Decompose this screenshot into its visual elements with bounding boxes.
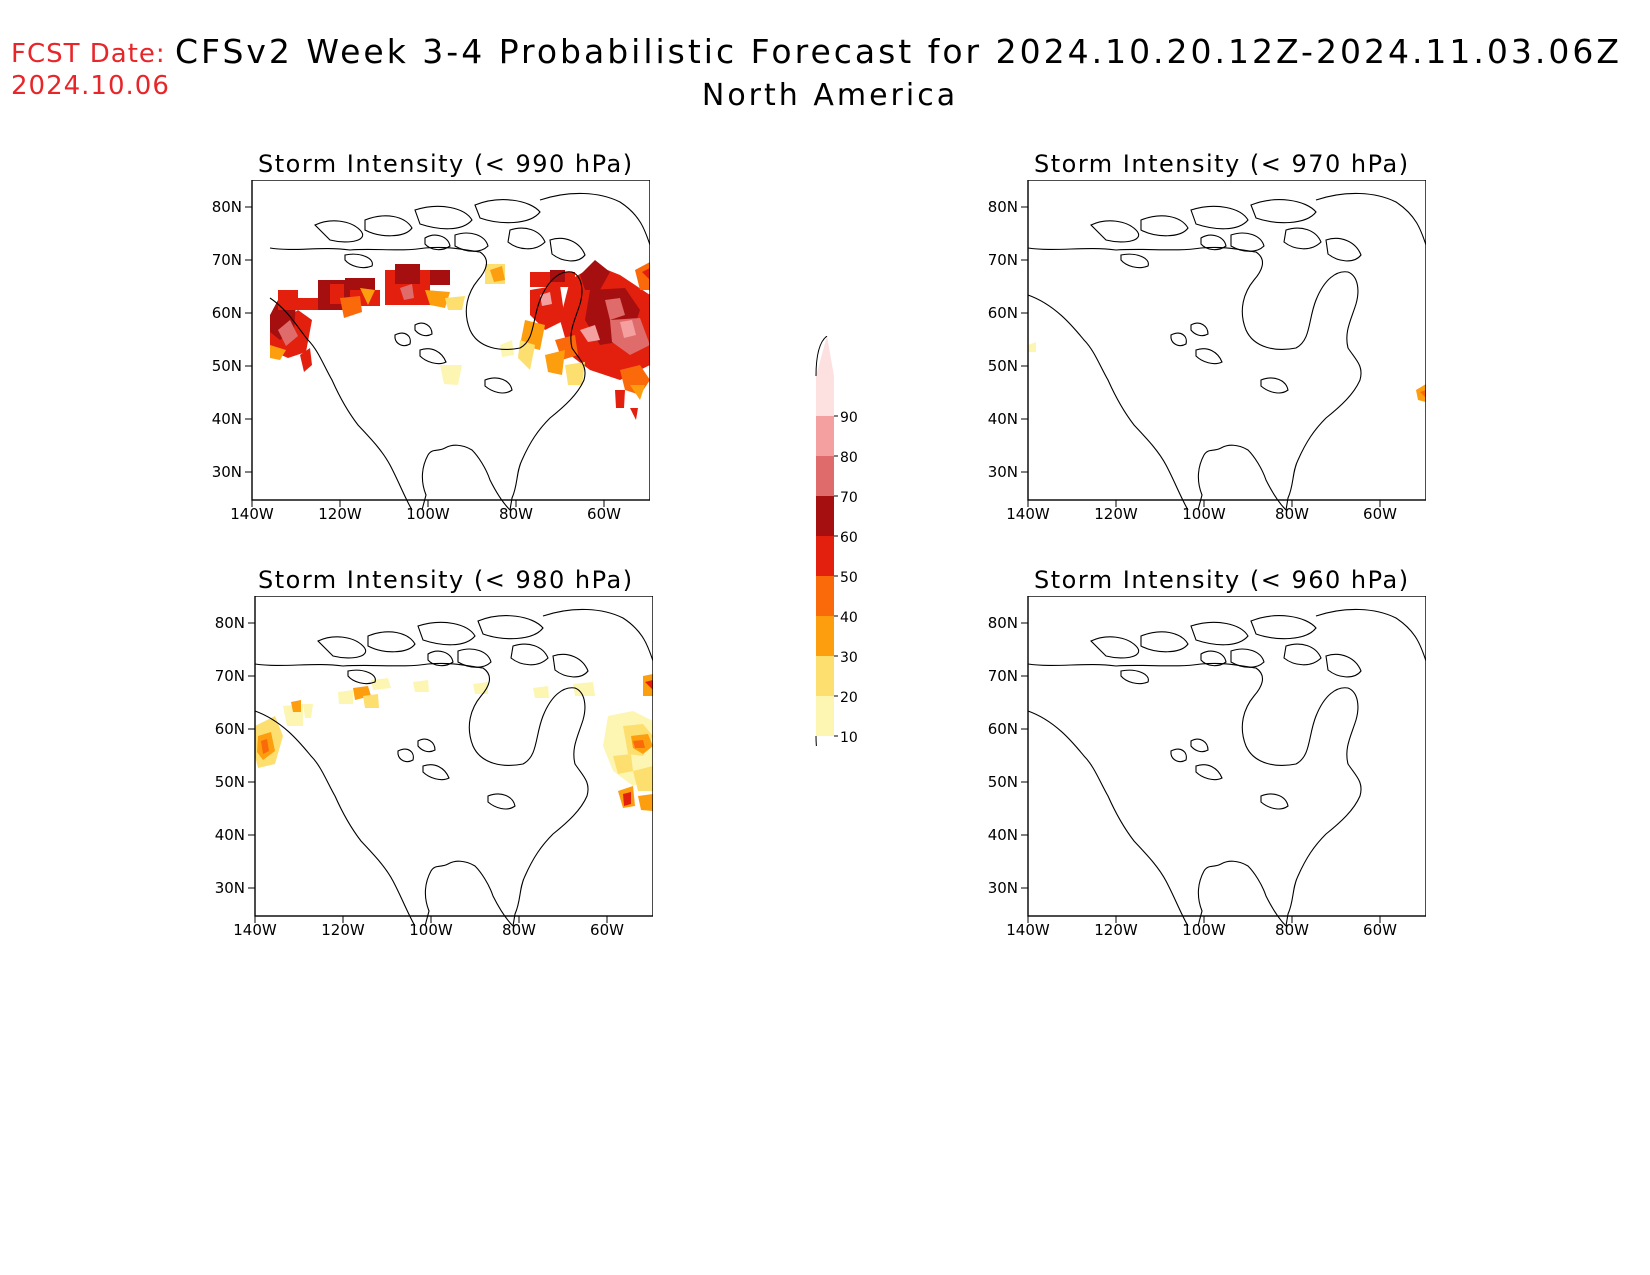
colorbar-swatch xyxy=(816,456,834,496)
map-panel-960: 80N 70N 60N 50N 40N 30N 140W 120W 100W 8… xyxy=(988,596,1426,936)
colorbar-level-label: 30 xyxy=(840,650,858,666)
colorbar-swatch xyxy=(816,496,834,536)
lon-label: 120W xyxy=(1094,505,1138,520)
lon-axis-970: 140W 120W 100W 80W 60W xyxy=(1006,500,1397,520)
lat-label: 40N xyxy=(988,410,1018,428)
lon-axis-990: 140W 120W 100W 80W 60W xyxy=(230,500,621,520)
lat-label: 30N xyxy=(215,879,245,897)
lon-label: 100W xyxy=(1182,505,1226,520)
lon-axis-980: 140W 120W 100W 80W 60W xyxy=(233,916,624,936)
lat-label: 60N xyxy=(215,720,245,738)
lat-label: 80N xyxy=(988,198,1018,216)
lat-label: 70N xyxy=(212,251,242,269)
coastline-990 xyxy=(269,192,650,512)
lat-label: 70N xyxy=(988,251,1018,269)
map-panel-990: 80N 70N 60N 50N 40N 30N 140W 120W 100W 8… xyxy=(212,180,650,520)
lon-label: 100W xyxy=(409,921,453,936)
map-border-960 xyxy=(1027,596,1426,917)
lat-axis-960: 80N 70N 60N 50N 40N 30N xyxy=(988,614,1028,897)
panel-title-990: Storm Intensity (< 990 hPa) xyxy=(258,150,634,178)
lat-label: 50N xyxy=(988,773,1018,791)
probability-shading-990 xyxy=(270,260,650,420)
colorbar-swatches xyxy=(815,336,834,746)
map-border-980 xyxy=(254,596,653,917)
lon-label: 60W xyxy=(590,921,624,936)
colorbar-level-label: 80 xyxy=(840,450,858,466)
lat-label: 50N xyxy=(212,357,242,375)
lat-label: 40N xyxy=(215,826,245,844)
lon-label: 120W xyxy=(318,505,362,520)
lon-label: 120W xyxy=(1094,921,1138,936)
lat-label: 60N xyxy=(212,304,242,322)
colorbar-level-label: 60 xyxy=(840,530,858,546)
lat-label: 70N xyxy=(215,667,245,685)
lon-label: 140W xyxy=(233,921,277,936)
map-border-970 xyxy=(1027,180,1426,501)
forecast-date-value: 2024.10.06 xyxy=(11,71,170,101)
lat-label: 80N xyxy=(988,614,1018,632)
colorbar-level-label: 70 xyxy=(840,490,858,506)
lat-label: 30N xyxy=(212,463,242,481)
lon-label: 60W xyxy=(1363,505,1397,520)
lon-label: 100W xyxy=(406,505,450,520)
lon-label: 80W xyxy=(502,921,536,936)
colorbar-level-label: 90 xyxy=(840,410,858,426)
lon-label: 100W xyxy=(1182,921,1226,936)
map-panel-970: 80N 70N 60N 50N 40N 30N 140W 120W 100W 8… xyxy=(988,180,1426,520)
panel-title-970: Storm Intensity (< 970 hPa) xyxy=(1034,150,1410,178)
lat-label: 40N xyxy=(212,410,242,428)
lat-label: 80N xyxy=(215,614,245,632)
colorbar-level-label: 50 xyxy=(840,570,858,586)
lat-label: 60N xyxy=(988,304,1018,322)
colorbar-swatch xyxy=(816,376,834,416)
panel-title-980: Storm Intensity (< 980 hPa) xyxy=(258,566,634,594)
lat-label: 80N xyxy=(212,198,242,216)
panel-title-960: Storm Intensity (< 960 hPa) xyxy=(1034,566,1410,594)
colorbar-swatch xyxy=(816,696,834,736)
lon-label: 60W xyxy=(1363,921,1397,936)
forecast-date-block: FCST Date: 2024.10.06 xyxy=(11,38,170,102)
colorbar: 90 80 70 60 50 40 30 20 10 xyxy=(815,336,858,746)
colorbar-level-label: 10 xyxy=(840,730,858,746)
lon-label: 140W xyxy=(1006,505,1050,520)
lat-label: 50N xyxy=(215,773,245,791)
colorbar-level-label: 20 xyxy=(840,690,858,706)
lon-label: 140W xyxy=(1006,921,1050,936)
lon-axis-960: 140W 120W 100W 80W 60W xyxy=(1006,916,1397,936)
probability-shading-970 xyxy=(1028,342,1426,402)
lat-label: 70N xyxy=(988,667,1018,685)
coastline-970 xyxy=(1027,192,1426,512)
forecast-date-label: FCST Date: xyxy=(11,39,166,69)
colorbar-labels: 90 80 70 60 50 40 30 20 10 xyxy=(834,410,858,746)
lon-label: 60W xyxy=(587,505,621,520)
colorbar-swatch xyxy=(816,616,834,656)
coastline-960 xyxy=(1027,608,1426,928)
lat-label: 40N xyxy=(988,826,1018,844)
lon-label: 80W xyxy=(1275,505,1309,520)
lon-label: 80W xyxy=(1275,921,1309,936)
lat-label: 50N xyxy=(988,357,1018,375)
lat-axis-980: 80N 70N 60N 50N 40N 30N xyxy=(215,614,255,897)
colorbar-swatch xyxy=(816,416,834,456)
map-border-990 xyxy=(251,180,650,501)
colorbar-level-label: 40 xyxy=(840,610,858,626)
map-panel-980: 80N 70N 60N 50N 40N 30N 140W 120W 100W 8… xyxy=(215,596,653,936)
lat-axis-970: 80N 70N 60N 50N 40N 30N xyxy=(988,198,1028,481)
lon-label: 120W xyxy=(321,921,365,936)
colorbar-swatch xyxy=(816,576,834,616)
colorbar-swatch xyxy=(816,656,834,696)
lat-label: 30N xyxy=(988,879,1018,897)
lat-label: 60N xyxy=(988,720,1018,738)
lon-label: 140W xyxy=(230,505,274,520)
lat-axis-990: 80N 70N 60N 50N 40N 30N xyxy=(212,198,252,481)
lat-label: 30N xyxy=(988,463,1018,481)
coastline-980 xyxy=(254,608,653,928)
page-title: CFSv2 Week 3-4 Probabilistic Forecast fo… xyxy=(175,32,1622,71)
probability-shading-980 xyxy=(255,674,653,811)
colorbar-top-wedge xyxy=(816,336,834,376)
lon-label: 80W xyxy=(499,505,533,520)
region-subtitle: North America xyxy=(701,78,959,113)
colorbar-swatch xyxy=(816,536,834,576)
